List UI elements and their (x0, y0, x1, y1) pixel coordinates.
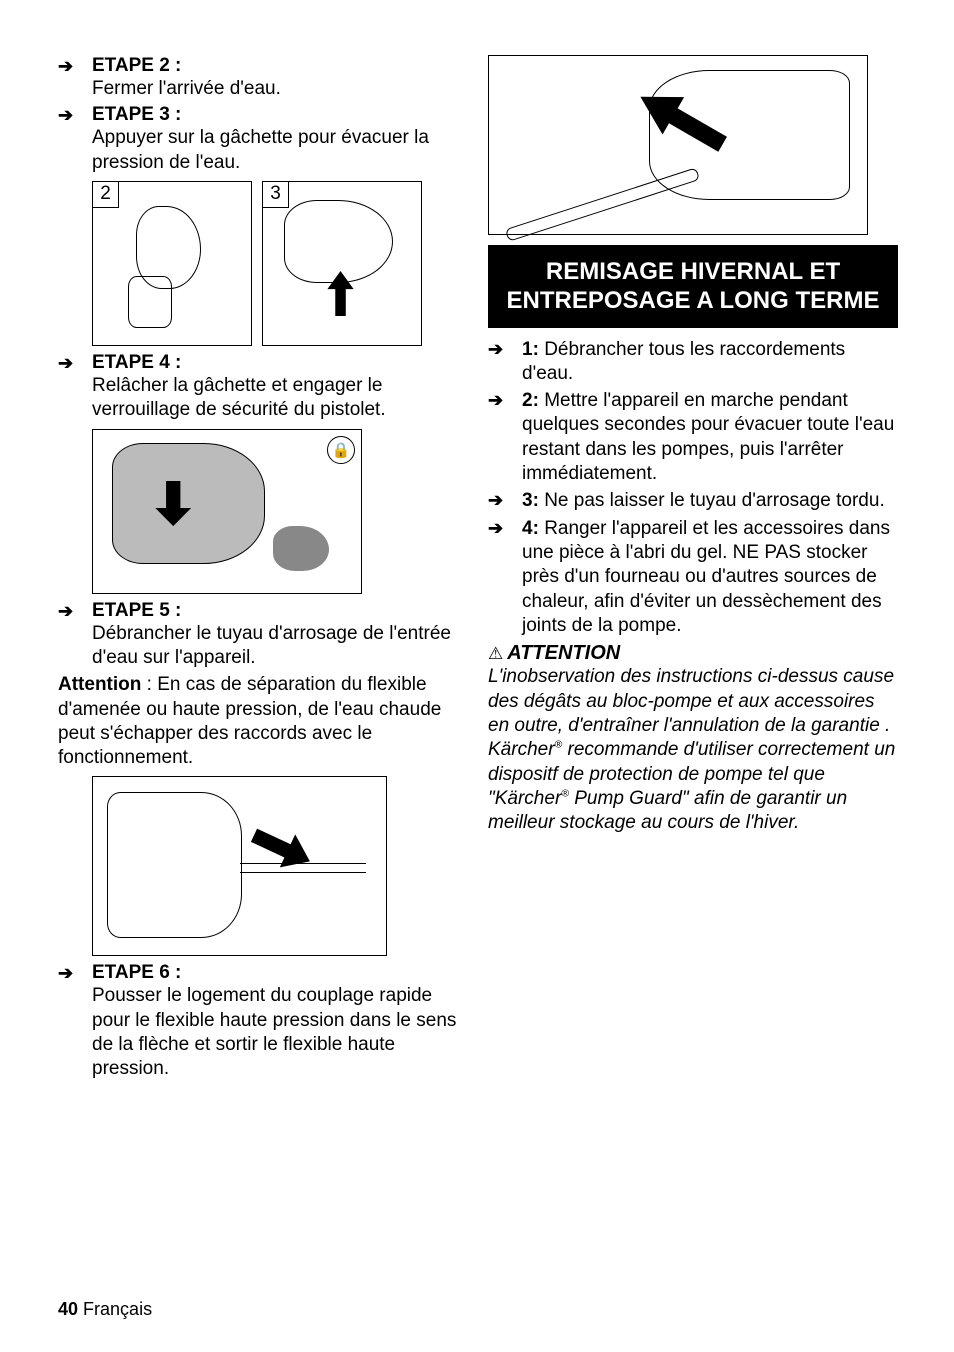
figure-step5 (92, 776, 387, 956)
section-header-storage: REMISAGE HIVERNAL ET ENTREPOSAGE A LONG … (488, 245, 898, 328)
arrow-icon: ➔ (58, 962, 92, 984)
step-body: Pousser le logement du couplage rapide p… (92, 984, 458, 1081)
arrow-icon: ➔ (488, 517, 522, 539)
step-label: ETAPE 4 : (92, 352, 181, 374)
step-4: ➔ ETAPE 4 : Relâcher la gâchette et enga… (58, 352, 458, 423)
step-body: Fermer l'arrivée d'eau. (92, 77, 458, 101)
step-6: ➔ ETAPE 6 : Pousser le logement du coupl… (58, 962, 458, 1081)
storage-item-1: ➔ 1: Débrancher tous les raccordements d… (488, 338, 898, 387)
storage-item-4: ➔ 4: Ranger l'appareil et les accessoire… (488, 517, 898, 639)
warning-label: ATTENTION (507, 642, 620, 665)
figure-3: 3 (262, 181, 422, 346)
item-number: 3: (522, 490, 539, 511)
item-number: 4: (522, 518, 539, 539)
item-body-inline: Ranger l'appareil et les accessoires dan… (522, 518, 890, 636)
arrow-icon: ➔ (488, 489, 522, 511)
item-body-inline: Mettre l'appareil en marche pendant quel… (522, 390, 894, 484)
arrow-icon: ➔ (58, 104, 92, 126)
item-body-inline: Débrancher tous les raccordements d'eau. (522, 339, 845, 384)
right-column: REMISAGE HIVERNAL ET ENTREPOSAGE A LONG … (488, 55, 898, 1085)
warning-paragraph-2: Kärcher® recommande d'utiliser correctem… (488, 738, 898, 835)
step-5: ➔ ETAPE 5 : Débrancher le tuyau d'arrosa… (58, 600, 458, 671)
step-body: Débrancher le tuyau d'arrosage de l'entr… (92, 622, 458, 671)
storage-list: ➔ 1: Débrancher tous les raccordements d… (488, 338, 898, 639)
step-label: ETAPE 5 : (92, 600, 181, 622)
step-body: Appuyer sur la gâchette pour évacuer la … (92, 126, 458, 175)
step-label: ETAPE 2 : (92, 55, 181, 77)
arrow-icon: ➔ (58, 600, 92, 622)
figure-row-2-3: 2 3 (92, 181, 458, 346)
figure-step6 (488, 55, 868, 235)
page-language: Français (83, 1299, 152, 1319)
figure-2: 2 (92, 181, 252, 346)
attention-label: Attention (58, 674, 141, 695)
page-footer: 40 Français (58, 1299, 152, 1320)
brand-name: Kärcher (488, 739, 555, 760)
warning-heading: ⚠ ATTENTION (488, 642, 898, 665)
warning-icon: ⚠ (488, 644, 503, 664)
arrow-icon: ➔ (488, 338, 522, 360)
step-label: ETAPE 6 : (92, 962, 181, 984)
item-body-inline: Ne pas laisser le tuyau d'arrosage tordu… (544, 490, 885, 511)
warning-paragraph-1: L'inobservation des instructions ci-dess… (488, 665, 898, 738)
left-column: ➔ ETAPE 2 : Fermer l'arrivée d'eau. ➔ ET… (58, 55, 458, 1085)
step-3: ➔ ETAPE 3 : Appuyer sur la gâchette pour… (58, 104, 458, 175)
attention-paragraph: Attention : En cas de séparation du flex… (58, 673, 458, 770)
step-label: ETAPE 3 : (92, 104, 181, 126)
step-2: ➔ ETAPE 2 : Fermer l'arrivée d'eau. (58, 55, 458, 101)
item-number: 2: (522, 390, 539, 411)
registered-icon: ® (561, 789, 569, 800)
arrow-icon: ➔ (58, 352, 92, 374)
item-number: 1: (522, 339, 539, 360)
arrow-icon: ➔ (488, 389, 522, 411)
step-body: Relâcher la gâchette et engager le verro… (92, 374, 458, 423)
storage-item-3: ➔ 3: Ne pas laisser le tuyau d'arrosage … (488, 489, 898, 513)
storage-item-2: ➔ 2: Mettre l'appareil en marche pendant… (488, 389, 898, 486)
page-number: 40 (58, 1299, 78, 1319)
arrow-icon: ➔ (58, 55, 92, 77)
figure-step4: 🔒 (92, 429, 362, 594)
